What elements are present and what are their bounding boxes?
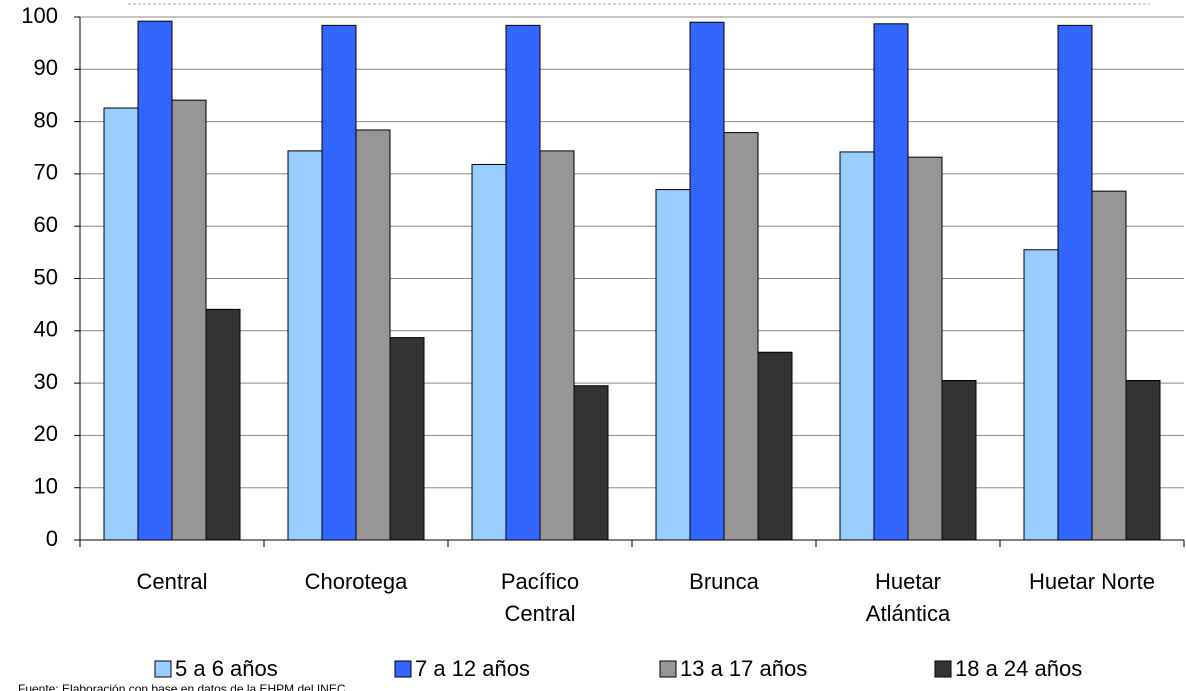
bar bbox=[505, 24, 541, 541]
legend-label: 7 a 12 años bbox=[415, 656, 530, 681]
y-tick-label: 30 bbox=[34, 369, 58, 394]
legend-swatch bbox=[154, 660, 172, 678]
legend-swatch bbox=[934, 660, 952, 678]
bar bbox=[655, 189, 691, 541]
bar bbox=[1057, 24, 1093, 541]
y-tick-label: 50 bbox=[34, 264, 58, 289]
bar bbox=[689, 21, 725, 541]
y-tick-label: 90 bbox=[34, 55, 58, 80]
x-tick-label: Huetar Atlántica bbox=[866, 569, 951, 626]
y-tick-label: 40 bbox=[34, 317, 58, 342]
bar bbox=[539, 150, 575, 541]
bar bbox=[1023, 249, 1059, 541]
y-tick-label: 10 bbox=[34, 474, 58, 499]
y-tick-label: 0 bbox=[46, 526, 58, 551]
legend-label: 13 a 17 años bbox=[680, 656, 807, 681]
legend-label: 18 a 24 años bbox=[955, 656, 1082, 681]
bar bbox=[287, 150, 323, 541]
bar bbox=[205, 308, 241, 541]
y-tick-label: 80 bbox=[34, 107, 58, 132]
bar bbox=[757, 351, 793, 541]
x-tick-label: Brunca bbox=[689, 569, 759, 594]
source-note: Fuente: Elaboración con base en datos de… bbox=[18, 682, 349, 691]
legend-label: 5 a 6 años bbox=[175, 656, 278, 681]
x-tick-label: Huetar Norte bbox=[1029, 569, 1155, 594]
x-tick-label: Chorotega bbox=[305, 569, 409, 594]
y-tick-label: 20 bbox=[34, 421, 58, 446]
bar bbox=[389, 337, 425, 541]
y-tick-label: 60 bbox=[34, 212, 58, 237]
bar bbox=[723, 132, 759, 541]
bar bbox=[1125, 379, 1161, 541]
bar bbox=[839, 151, 875, 541]
bar bbox=[171, 99, 207, 541]
bar bbox=[907, 156, 943, 541]
legend-swatch bbox=[394, 660, 412, 678]
y-tick-label: 100 bbox=[21, 3, 58, 28]
x-tick-label: Central bbox=[137, 569, 208, 594]
bar bbox=[471, 163, 507, 541]
bar bbox=[355, 129, 391, 541]
bar bbox=[873, 23, 909, 541]
x-tick-label: Pacífico Central bbox=[501, 569, 579, 626]
bar bbox=[941, 379, 977, 541]
bar bbox=[1091, 190, 1127, 541]
bar bbox=[137, 20, 173, 541]
bar bbox=[103, 107, 139, 541]
bar bbox=[321, 24, 357, 541]
legend-swatch bbox=[659, 660, 677, 678]
bar bbox=[573, 385, 609, 541]
y-tick-label: 70 bbox=[34, 160, 58, 185]
